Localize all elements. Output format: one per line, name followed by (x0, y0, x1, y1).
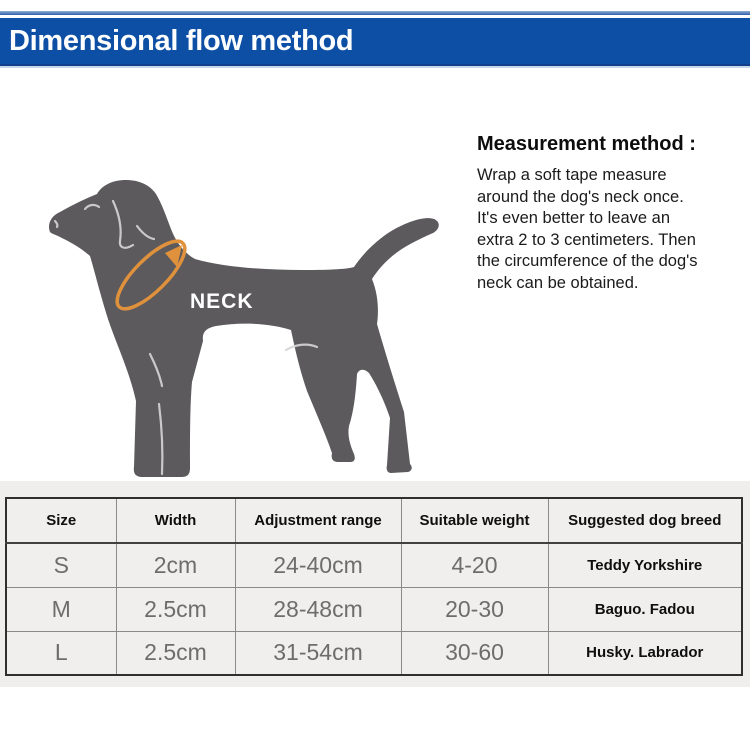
table-panel: Size Width Adjustment range Suitable wei… (0, 481, 750, 687)
measurement-text-line: Wrap a soft tape measure (477, 166, 667, 184)
tape-measure-arrowhead (165, 245, 182, 267)
table-row-m: M 2.5cm 28-48cm 20-30 Baguo. Fadou (5, 586, 743, 632)
table-row-s: S 2cm 24-40cm 4-20 Teddy Yorkshire (5, 542, 743, 588)
size-table: Size Width Adjustment range Suitable wei… (5, 497, 743, 676)
table-row-l: L 2.5cm 31-54cm 30-60 Husky. Labrador (5, 630, 743, 676)
column-header-suitable-weight: Suitable weight (400, 497, 549, 544)
cell-s-suitable-weight: 4-20 (400, 542, 549, 588)
measurement-text-line: It's even better to leave an (477, 209, 671, 227)
cell-s-width: 2cm (115, 542, 236, 588)
measurement-text-line: neck can be obtained. (477, 273, 639, 292)
cell-m-suitable-weight: 20-30 (400, 586, 549, 632)
dog-eye-line (83, 203, 101, 211)
rear-thigh-line (284, 343, 319, 352)
front-leg-separator-line (157, 402, 164, 476)
tape-measure-ellipse (115, 239, 187, 311)
column-header-suggested-dog-breed: Suggested dog breed (547, 497, 743, 544)
cell-m-width: 2.5cm (115, 586, 236, 632)
measurement-text-line: around the dog's neck once. (477, 187, 684, 206)
page-title: Dimensional flow method (9, 25, 354, 57)
column-header-width: Width (115, 497, 236, 544)
measurement-text-line: the circumference of the dog's (477, 252, 698, 270)
measurement-text-line: extra 2 to 3 centimeters. Then (477, 230, 696, 249)
table-header-row: Size Width Adjustment range Suitable wei… (5, 497, 743, 544)
column-header-size: Size (5, 497, 117, 544)
dog-cheek-line (135, 224, 156, 241)
cell-l-breed: Husky. Labrador (547, 630, 743, 676)
cell-l-width: 2.5cm (115, 630, 236, 676)
cell-m-adjustment-range: 28-48cm (234, 586, 402, 632)
cell-s-breed: Teddy Yorkshire (547, 542, 743, 588)
measurement-section: Measurement method : Wrap a soft tape me… (477, 133, 749, 294)
measurement-title: Measurement method : (477, 133, 696, 155)
top-accent-line (0, 11, 750, 15)
dog-illustration: NECK (49, 180, 439, 477)
cell-l-adjustment-range: 31-54cm (234, 630, 402, 676)
dog-ear-line (111, 199, 135, 249)
cell-m-size: M (5, 586, 117, 632)
neck-label: NECK (190, 290, 254, 313)
title-banner: Dimensional flow method (0, 18, 750, 66)
banner-underline (0, 66, 750, 68)
cell-l-suitable-weight: 30-60 (400, 630, 549, 676)
dog-shoulder-line (148, 352, 164, 388)
dog-nose-line (53, 219, 59, 229)
dog-silhouette (49, 180, 439, 477)
cell-m-breed: Baguo. Fadou (547, 586, 743, 632)
cell-l-size: L (5, 630, 117, 676)
cell-s-size: S (5, 542, 117, 588)
cell-s-adjustment-range: 24-40cm (234, 542, 402, 588)
column-header-adjustment-range: Adjustment range (234, 497, 402, 544)
